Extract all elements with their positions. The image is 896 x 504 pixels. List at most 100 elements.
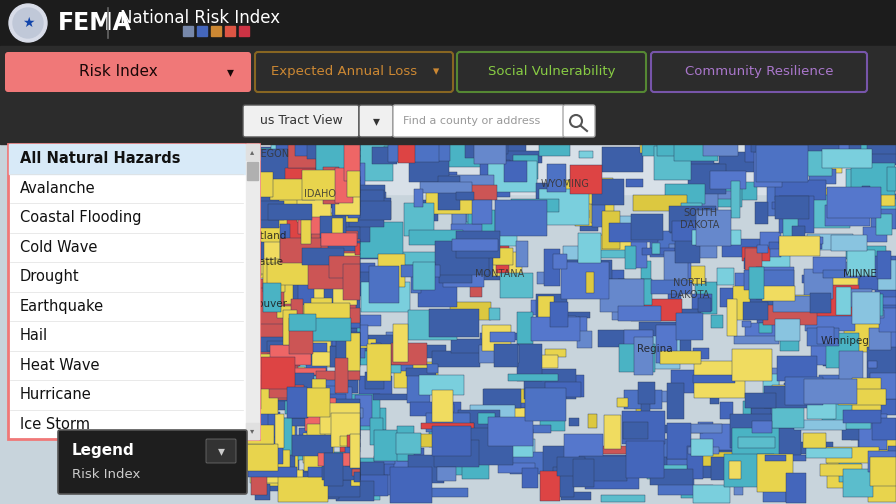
Bar bbox=[278, 477, 328, 501]
Bar bbox=[307, 424, 325, 438]
Bar bbox=[264, 422, 296, 444]
Bar bbox=[598, 235, 636, 250]
Text: United: United bbox=[743, 23, 847, 51]
Bar bbox=[752, 421, 772, 432]
Bar bbox=[307, 185, 331, 200]
Text: Denver: Denver bbox=[717, 21, 755, 31]
Bar bbox=[521, 468, 538, 488]
Bar bbox=[401, 434, 450, 448]
Bar bbox=[437, 404, 454, 412]
FancyBboxPatch shape bbox=[359, 105, 393, 137]
Bar bbox=[399, 144, 426, 159]
Bar bbox=[338, 394, 380, 423]
Bar bbox=[249, 375, 261, 409]
Bar bbox=[580, 151, 593, 158]
Bar bbox=[567, 188, 607, 200]
Bar bbox=[246, 423, 259, 439]
Bar bbox=[344, 264, 360, 284]
Text: ▴: ▴ bbox=[250, 148, 254, 157]
Bar bbox=[374, 394, 424, 400]
Bar bbox=[297, 305, 306, 318]
Bar bbox=[265, 215, 278, 229]
Bar bbox=[521, 425, 551, 433]
Bar bbox=[349, 415, 358, 445]
Bar bbox=[183, 26, 193, 36]
Bar bbox=[811, 345, 857, 365]
Bar bbox=[807, 144, 861, 158]
Bar bbox=[821, 200, 845, 214]
Text: Winnipeg: Winnipeg bbox=[821, 336, 869, 346]
Text: us Tract View: us Tract View bbox=[260, 114, 342, 128]
Bar bbox=[772, 203, 805, 209]
Bar bbox=[243, 172, 272, 197]
Text: Drought: Drought bbox=[20, 269, 80, 284]
Bar bbox=[261, 256, 283, 278]
Bar bbox=[339, 363, 358, 393]
Bar bbox=[247, 333, 270, 354]
Bar bbox=[471, 225, 480, 235]
Bar bbox=[664, 250, 688, 284]
Bar bbox=[616, 398, 628, 407]
Bar bbox=[599, 455, 625, 473]
Bar bbox=[676, 144, 715, 151]
Bar bbox=[762, 286, 795, 301]
Bar bbox=[246, 195, 280, 228]
Bar bbox=[298, 284, 314, 322]
Bar bbox=[263, 324, 297, 339]
Bar bbox=[825, 205, 870, 226]
Bar bbox=[517, 344, 542, 381]
Bar bbox=[378, 254, 405, 287]
Bar bbox=[267, 342, 309, 351]
Bar bbox=[809, 285, 862, 316]
Bar bbox=[578, 233, 600, 264]
Bar bbox=[619, 344, 655, 372]
Bar bbox=[843, 469, 874, 497]
Bar bbox=[669, 191, 703, 214]
Bar bbox=[284, 472, 339, 499]
Bar bbox=[634, 337, 652, 374]
Bar bbox=[333, 335, 352, 345]
Bar bbox=[275, 414, 284, 448]
Bar bbox=[284, 272, 308, 297]
Bar bbox=[265, 157, 295, 184]
Bar bbox=[306, 343, 327, 376]
Bar bbox=[356, 222, 402, 258]
Bar bbox=[331, 185, 385, 208]
Bar bbox=[333, 192, 360, 207]
Bar bbox=[258, 446, 288, 481]
Text: Expected Annual Loss: Expected Annual Loss bbox=[271, 66, 417, 79]
Bar bbox=[290, 144, 305, 158]
Bar bbox=[710, 171, 746, 190]
Bar bbox=[691, 144, 705, 152]
Text: Community Resilience: Community Resilience bbox=[685, 66, 833, 79]
FancyBboxPatch shape bbox=[243, 105, 359, 137]
Bar bbox=[376, 365, 401, 373]
Bar bbox=[852, 148, 896, 165]
Bar bbox=[474, 145, 506, 164]
Bar bbox=[647, 465, 687, 478]
Bar bbox=[255, 484, 270, 500]
Bar bbox=[755, 202, 768, 224]
Bar bbox=[354, 472, 360, 482]
Bar bbox=[341, 458, 391, 483]
Bar bbox=[745, 144, 762, 162]
Bar bbox=[861, 261, 880, 289]
Bar bbox=[756, 145, 808, 182]
Bar bbox=[327, 308, 360, 323]
Bar bbox=[801, 151, 832, 176]
Bar bbox=[855, 182, 874, 203]
Bar bbox=[414, 190, 423, 208]
Bar bbox=[261, 357, 295, 389]
Bar bbox=[757, 454, 793, 492]
Bar bbox=[867, 347, 896, 383]
Text: FEMA: FEMA bbox=[58, 11, 132, 35]
Bar bbox=[256, 418, 292, 455]
Bar bbox=[577, 466, 601, 473]
Bar bbox=[357, 263, 375, 272]
Bar bbox=[788, 442, 833, 455]
Bar bbox=[255, 385, 304, 400]
Bar bbox=[465, 422, 474, 449]
Bar bbox=[290, 156, 330, 164]
Bar bbox=[735, 273, 765, 292]
Bar bbox=[0, 144, 896, 504]
